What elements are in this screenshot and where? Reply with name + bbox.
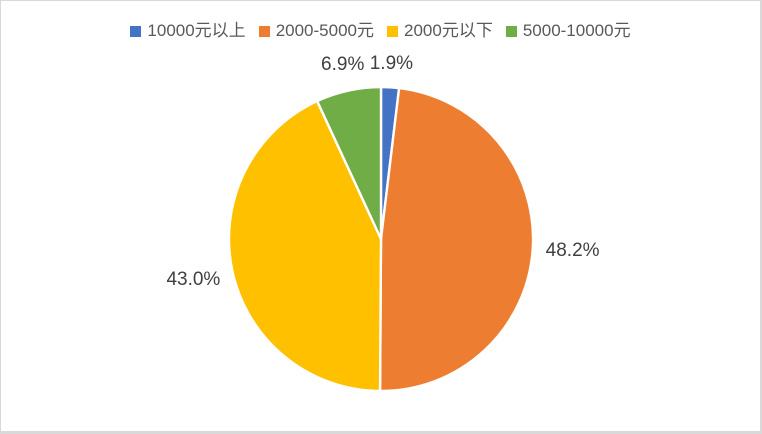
data-label-under-2000: 43.0% bbox=[166, 268, 221, 290]
legend-label: 5000-10000元 bbox=[522, 21, 631, 40]
data-label-2000-5000: 48.2% bbox=[545, 240, 600, 262]
data-label-10000-plus: 1.9% bbox=[369, 53, 414, 75]
legend-label: 2000-5000元 bbox=[275, 21, 374, 40]
data-label-5000-10000: 6.9% bbox=[321, 54, 365, 76]
legend-label: 10000元以上 bbox=[147, 21, 246, 40]
legend-marker-green-icon bbox=[505, 26, 517, 37]
pie-slice-3 bbox=[315, 85, 383, 241]
legend-item-5000-10000: 5000-10000元 bbox=[505, 21, 631, 41]
legend-marker-yellow-icon bbox=[387, 26, 398, 37]
legend-label: 2000元以下 bbox=[404, 21, 493, 40]
legend-marker-blue-icon bbox=[130, 26, 142, 37]
legend-item-2000-5000: 2000-5000元 bbox=[258, 21, 374, 41]
chart-legend: 10000元以上 2000-5000元 2000元以下 5000-10000元 bbox=[1, 21, 760, 41]
pie-slice-1 bbox=[378, 86, 535, 393]
legend-marker-orange-icon bbox=[258, 26, 270, 37]
legend-item-10000-plus: 10000元以上 bbox=[130, 21, 246, 41]
pie-slice-2 bbox=[227, 99, 383, 393]
legend-item-under-2000: 2000元以下 bbox=[387, 21, 493, 41]
